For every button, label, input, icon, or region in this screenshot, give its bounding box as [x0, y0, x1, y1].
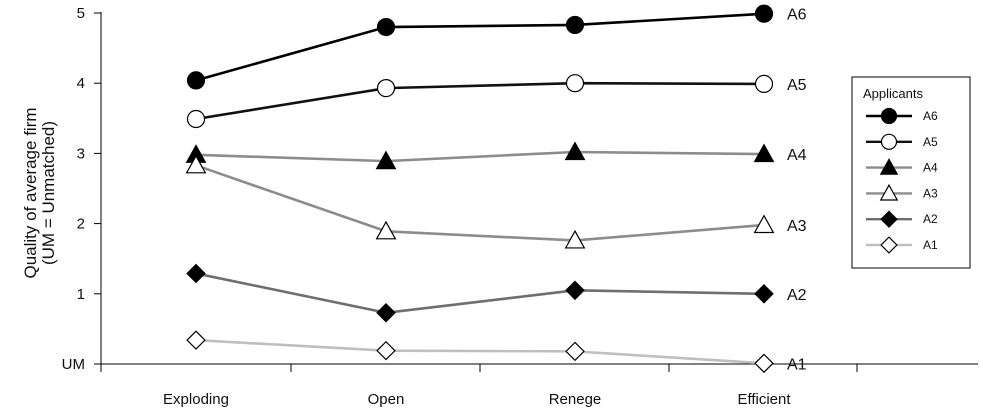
- legend-marker: [880, 210, 898, 228]
- x-tick-label: Open: [368, 391, 405, 408]
- data-point: [753, 143, 775, 163]
- legend-item-a4: A4: [866, 158, 938, 175]
- legend-marker: [879, 158, 899, 175]
- data-point: [564, 229, 586, 249]
- data-point: [376, 340, 396, 361]
- series-line: [195, 12, 765, 82]
- legend-label: A1: [923, 238, 938, 252]
- series-line: [195, 164, 765, 242]
- series-line: [195, 338, 765, 365]
- series-line: [195, 272, 765, 315]
- series-a3: A3: [185, 154, 807, 249]
- legend-item-a1: A1: [866, 236, 938, 254]
- data-point: [185, 154, 207, 174]
- legend-marker: [879, 183, 899, 201]
- y-tick-label: 4: [77, 75, 85, 92]
- data-point: [186, 263, 206, 284]
- legend-box: [851, 76, 971, 269]
- legend-label: A5: [923, 135, 938, 149]
- legend-label: A6: [923, 109, 938, 123]
- data-point: [754, 74, 774, 94]
- legend-item-a2: A2: [866, 210, 938, 228]
- legend-marker: [880, 107, 898, 125]
- series-end-label: A4: [787, 147, 807, 164]
- data-point: [754, 284, 774, 304]
- data-point: [376, 302, 396, 323]
- y-axis-title-line-2: (UM = Unmatched): [39, 121, 58, 265]
- legend-marker: [880, 236, 898, 254]
- x-tick-label: Exploding: [163, 391, 229, 408]
- series-end-label: A3: [787, 218, 807, 235]
- series-a6: A6: [186, 4, 807, 90]
- series-line: [195, 81, 765, 121]
- data-point: [375, 220, 397, 240]
- data-point: [376, 79, 396, 98]
- data-point: [375, 150, 397, 170]
- data-point: [186, 71, 206, 90]
- legend-item-a6: A6: [866, 107, 938, 125]
- legend-marker: [880, 133, 898, 150]
- data-point: [564, 141, 586, 161]
- y-axis-title-line-1: Quality of average firm: [21, 107, 40, 278]
- series-a4: A4: [185, 141, 807, 170]
- data-point: [754, 353, 774, 374]
- y-axis-title: Quality of average firm (UM = Unmatched): [21, 107, 58, 278]
- legend-item-a3: A3: [866, 183, 938, 201]
- legend-title: Applicants: [863, 86, 923, 101]
- legend-label: A4: [923, 161, 938, 175]
- series-end-label: A2: [787, 287, 807, 304]
- data-point: [565, 74, 585, 93]
- series-end-label: A6: [787, 7, 807, 24]
- data-point: [186, 109, 206, 129]
- data-point: [754, 4, 774, 23]
- y-tick-label: 5: [77, 5, 85, 22]
- series-a5: A5: [186, 74, 807, 129]
- axes: UM 1 2 3 4 5 Exploding Open Renege Efficient: [62, 5, 978, 408]
- y-tick-label: UM: [62, 356, 85, 373]
- series-end-label: A5: [787, 77, 807, 94]
- series-line: [195, 150, 765, 163]
- legend-item-a5: A5: [866, 133, 938, 150]
- series-end-label: A1: [787, 356, 807, 373]
- y-tick-label: 3: [77, 145, 85, 162]
- series-layer: A6 A5 A4 A3 A2 A1: [185, 4, 807, 374]
- data-point: [376, 17, 396, 37]
- data-point: [565, 341, 585, 362]
- x-tick-label: Renege: [549, 391, 602, 408]
- data-point: [565, 280, 585, 301]
- legend-label: A2: [923, 212, 938, 226]
- data-point: [186, 330, 206, 350]
- x-tick-label: Efficient: [737, 391, 791, 408]
- y-tick-label: 1: [77, 286, 85, 303]
- data-point: [753, 214, 775, 234]
- legend-label: A3: [923, 186, 938, 200]
- series-a1: A1: [186, 330, 807, 374]
- y-tick-label: 2: [77, 216, 85, 233]
- data-point: [565, 15, 585, 35]
- series-a2: A2: [186, 263, 807, 323]
